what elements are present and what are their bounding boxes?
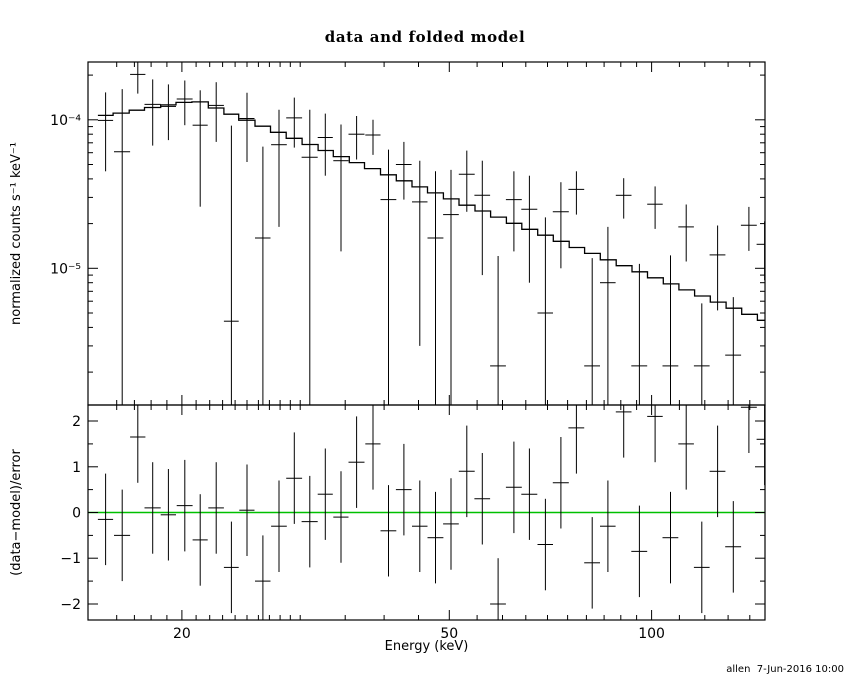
- y-axis-label-top: normalized counts s⁻¹ keV⁻¹: [9, 142, 24, 325]
- y-tick-label: 10⁻⁵: [50, 261, 81, 277]
- spectrum-panel-border: [87, 61, 766, 406]
- y-tick-label: −1: [60, 551, 81, 567]
- y-axis-label-bottom: (data−model)/error: [9, 449, 24, 576]
- axes: [87, 61, 766, 621]
- y-tick-label: 0: [72, 506, 81, 522]
- y-tick-label: −2: [60, 597, 81, 613]
- residuals-layer: [88, 405, 765, 620]
- y-tick-label: 1: [72, 460, 81, 476]
- y-tick-label: 10⁻⁴: [50, 113, 81, 129]
- x-tick-label: 100: [638, 626, 665, 642]
- residuals-panel-border: [87, 404, 766, 621]
- x-tick-label: 50: [440, 626, 458, 642]
- x-tick-label: 20: [173, 626, 191, 642]
- chart-title: data and folded model: [324, 28, 526, 46]
- y-tick-label: 2: [72, 414, 81, 430]
- spectrum-layer: [97, 62, 765, 405]
- x-axis-label: Energy (keV): [385, 639, 469, 654]
- timestamp-label: allen 7-Jun-2016 10:00: [726, 664, 844, 675]
